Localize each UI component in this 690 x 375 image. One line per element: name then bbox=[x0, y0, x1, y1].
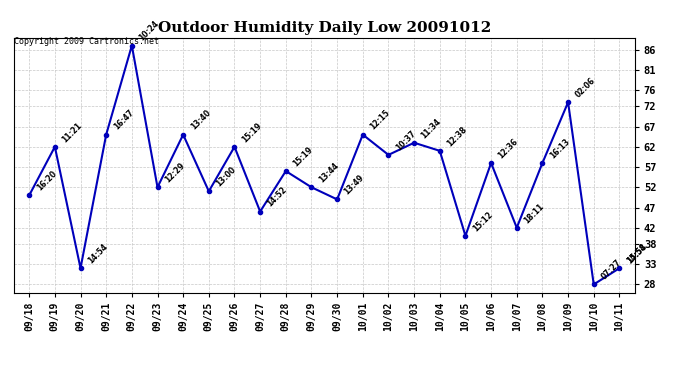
Text: 16:13: 16:13 bbox=[548, 137, 571, 160]
Text: 13:40: 13:40 bbox=[189, 108, 212, 132]
Text: 15:12: 15:12 bbox=[471, 210, 494, 233]
Text: 10:37: 10:37 bbox=[394, 129, 417, 152]
Text: 15:19: 15:19 bbox=[291, 145, 315, 168]
Text: 14:52: 14:52 bbox=[266, 185, 289, 209]
Text: 16:47: 16:47 bbox=[112, 108, 135, 132]
Text: 13:49: 13:49 bbox=[343, 173, 366, 196]
Text: 14:54: 14:54 bbox=[86, 242, 110, 266]
Text: 12:38: 12:38 bbox=[445, 124, 469, 148]
Text: 11:34: 11:34 bbox=[420, 117, 443, 140]
Text: 13:44: 13:44 bbox=[317, 161, 340, 184]
Title: Outdoor Humidity Daily Low 20091012: Outdoor Humidity Daily Low 20091012 bbox=[158, 21, 491, 35]
Text: 14:58: 14:58 bbox=[625, 242, 649, 266]
Text: 12:29: 12:29 bbox=[163, 161, 186, 184]
Text: 12:36: 12:36 bbox=[497, 137, 520, 160]
Text: 12:15: 12:15 bbox=[368, 108, 392, 132]
Text: 16:20: 16:20 bbox=[34, 169, 58, 193]
Text: 15:19: 15:19 bbox=[240, 121, 264, 144]
Text: 13:00: 13:00 bbox=[215, 165, 238, 189]
Text: 15:54: 15:54 bbox=[625, 242, 648, 266]
Text: 07:27: 07:27 bbox=[600, 258, 623, 282]
Text: 11:21: 11:21 bbox=[61, 121, 84, 144]
Text: 18:11: 18:11 bbox=[522, 201, 546, 225]
Text: 10:24: 10:24 bbox=[137, 20, 161, 43]
Text: 02:06: 02:06 bbox=[573, 76, 597, 99]
Text: Copyright 2009 Cartronics.net: Copyright 2009 Cartronics.net bbox=[14, 38, 159, 46]
